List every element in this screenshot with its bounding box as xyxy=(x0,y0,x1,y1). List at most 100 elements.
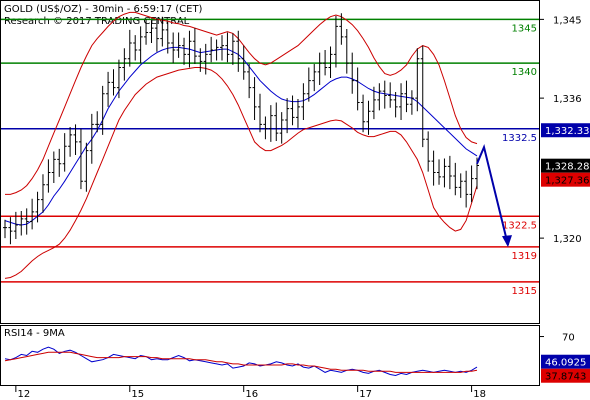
price-bar xyxy=(24,208,29,235)
price-bar xyxy=(160,16,165,47)
price-tag-1: 1,328.28 xyxy=(541,158,590,173)
price-bar xyxy=(40,174,45,213)
price-bar xyxy=(127,29,132,67)
price-tag-0-box xyxy=(541,123,590,138)
price-bar xyxy=(257,93,262,133)
price-bar xyxy=(301,83,306,120)
price-bar xyxy=(388,82,393,108)
time-tick-label: 17 xyxy=(359,389,372,400)
price-bar xyxy=(263,116,268,140)
price-bar xyxy=(187,30,192,68)
price-axis: 1,345 1,336 1,320 70 xyxy=(539,15,582,344)
rsi-series-1 xyxy=(4,351,478,373)
price-tag-0-label: 1,332.33 xyxy=(545,126,590,137)
rsi-tag-1-box xyxy=(541,368,590,383)
price-bar xyxy=(214,39,219,61)
price-bar xyxy=(116,59,121,99)
price-tag-0: 1,332.33 xyxy=(541,123,590,138)
price-tag-1-box xyxy=(541,158,590,173)
price-bar xyxy=(426,131,431,172)
rsi-tag-1-label: 37.8743 xyxy=(545,372,586,383)
ma-line xyxy=(4,46,478,226)
price-bar xyxy=(377,83,382,111)
price-tag-2: 1,327.36 xyxy=(541,172,590,187)
price-bar xyxy=(220,35,225,61)
price-bar xyxy=(89,113,94,164)
rsi-tag-1: 37.8743 xyxy=(541,368,590,383)
chart-credit: Research © 2017 TRADING CENTRAL xyxy=(4,16,190,27)
price-bar xyxy=(274,102,279,141)
rsi-tag-0: 46.0925 xyxy=(541,354,590,369)
price-bar xyxy=(252,77,257,120)
price-bar xyxy=(111,69,116,96)
time-tick-label: 12 xyxy=(17,389,30,400)
price-bar xyxy=(106,71,111,107)
price-bar xyxy=(225,32,230,63)
rsi-panel xyxy=(0,325,540,386)
price-bar xyxy=(73,124,78,155)
price-bar xyxy=(8,217,13,245)
chart-title: GOLD (US$/OZ) - 30min - 6:59:17 (CET) xyxy=(4,4,203,15)
rsi-tag-0-box xyxy=(541,354,590,369)
price-bar xyxy=(30,198,35,230)
price-bar xyxy=(447,155,452,190)
price-bar xyxy=(290,95,295,126)
price-bar xyxy=(19,211,24,236)
price-bar xyxy=(122,48,127,81)
price-bar xyxy=(57,148,62,177)
price-bar xyxy=(328,46,333,78)
price-bar xyxy=(312,64,317,92)
time-tick-label: 16 xyxy=(245,389,258,400)
price-bar xyxy=(3,219,7,239)
rsi-series-0 xyxy=(4,346,478,377)
price-bar xyxy=(62,133,67,172)
level-label-0: 1345 xyxy=(512,23,537,34)
bollinger-bands xyxy=(4,11,478,279)
price-bar xyxy=(149,20,154,43)
price-bar xyxy=(464,170,469,208)
price-bar xyxy=(399,83,404,120)
price-bar xyxy=(192,28,197,64)
price-bar xyxy=(393,92,398,118)
price-bar xyxy=(409,90,414,115)
price-bar xyxy=(285,98,290,134)
price-bar xyxy=(138,26,143,64)
price-bar xyxy=(371,86,376,120)
price-tag-2-box xyxy=(541,172,590,187)
price-bar xyxy=(323,50,328,76)
price-bar xyxy=(350,52,355,94)
rsi-tick-label: 70 xyxy=(562,333,575,344)
level-label-5: 1315 xyxy=(512,286,537,297)
time-tick-label: 18 xyxy=(473,389,486,400)
price-bar xyxy=(203,43,208,75)
price-bar xyxy=(268,105,273,142)
price-bar xyxy=(100,85,105,135)
price-tags: 1,332.33 1,328.28 1,327.36 46.0925 37.8743 xyxy=(541,123,590,383)
price-bar xyxy=(247,64,252,99)
price-bar xyxy=(361,94,366,133)
price-bar xyxy=(317,52,322,85)
price-bar xyxy=(431,150,436,186)
price-tick-label: 1,345 xyxy=(553,15,582,26)
price-bar xyxy=(154,17,159,52)
price-bar xyxy=(469,165,474,203)
price-bar xyxy=(198,48,203,72)
forecast-arrow-head xyxy=(502,235,512,248)
forecast-arrow xyxy=(476,143,512,248)
price-bar xyxy=(458,173,463,198)
price-bar xyxy=(279,112,284,144)
price-bar xyxy=(382,80,387,109)
rsi-lines xyxy=(4,346,478,377)
rsi-tag-0-label: 46.0925 xyxy=(545,358,586,369)
bollinger-upper-line xyxy=(5,11,478,195)
price-bar xyxy=(339,13,344,45)
price-tick-label: 1,336 xyxy=(553,94,582,105)
price-bar xyxy=(333,15,338,68)
price-bar xyxy=(230,33,235,65)
bollinger-lower-line xyxy=(4,67,478,279)
moving-average xyxy=(4,46,478,226)
price-bar xyxy=(442,158,447,188)
price-bar xyxy=(46,159,51,193)
level-label-2: 1332.5 xyxy=(502,133,537,144)
